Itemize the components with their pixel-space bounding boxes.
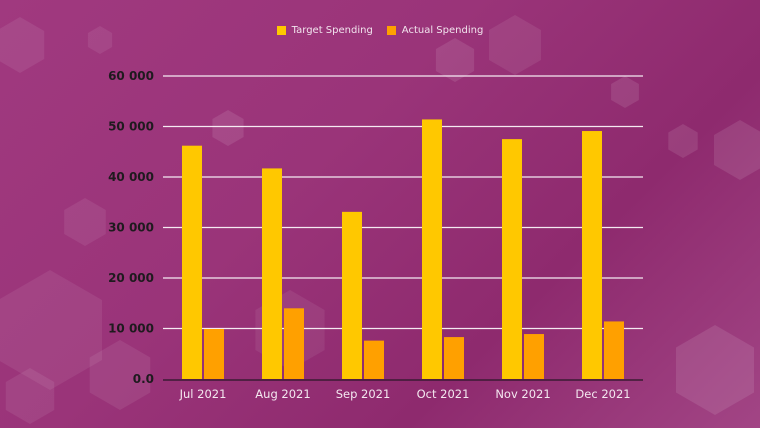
hexagon-decoration: [212, 110, 244, 146]
bar-target: [262, 168, 282, 379]
hexagon-decoration: [64, 198, 106, 246]
bar-target: [582, 131, 602, 379]
legend-item-actual: Actual Spending: [386, 25, 484, 36]
hexagon-decoration: [676, 325, 754, 415]
hexagon-decoration: [87, 26, 113, 54]
legend-label: Target Spending: [291, 25, 373, 36]
hexagon-decoration: [714, 120, 760, 180]
y-tick-label: 0.0: [133, 372, 154, 386]
bar-actual: [604, 321, 624, 379]
x-tick-label: Nov 2021: [495, 387, 550, 401]
x-tick-label: Dec 2021: [575, 387, 630, 401]
hexagon-decoration: [5, 368, 55, 424]
x-tick-label: Sep 2021: [336, 387, 391, 401]
y-tick-label: 30 000: [108, 221, 154, 235]
legend-label: Actual Spending: [401, 25, 484, 36]
bar-target: [422, 119, 442, 380]
bar-actual: [524, 334, 544, 379]
bar-actual: [444, 337, 464, 379]
x-tick-label: Aug 2021: [255, 387, 310, 401]
bar-actual: [204, 329, 224, 379]
bar-actual: [284, 308, 304, 379]
legend: Target Spending Actual Spending: [0, 25, 760, 36]
bar-target: [502, 139, 522, 379]
hexagon-decoration: [489, 15, 541, 75]
x-tick-label: Jul 2021: [179, 387, 227, 401]
bar-target: [182, 145, 202, 379]
x-tick-label: Oct 2021: [417, 387, 470, 401]
hexagon-decoration: [0, 270, 102, 390]
legend-swatch: [386, 26, 396, 35]
y-tick-label: 60 000: [108, 69, 154, 83]
y-tick-label: 10 000: [108, 322, 154, 336]
hexagon-decoration: [435, 38, 475, 82]
y-tick-label: 40 000: [108, 170, 154, 184]
hexagon-decoration: [0, 17, 45, 73]
hexagon-decoration: [668, 124, 698, 158]
legend-swatch: [276, 26, 286, 35]
y-tick-label: 20 000: [108, 271, 154, 285]
hexagon-decoration: [611, 76, 639, 108]
y-tick-label: 50 000: [108, 120, 154, 134]
bar-actual: [364, 340, 384, 379]
legend-item-target: Target Spending: [276, 25, 373, 36]
bar-target: [342, 211, 362, 379]
hexagon-decoration: [89, 340, 151, 410]
